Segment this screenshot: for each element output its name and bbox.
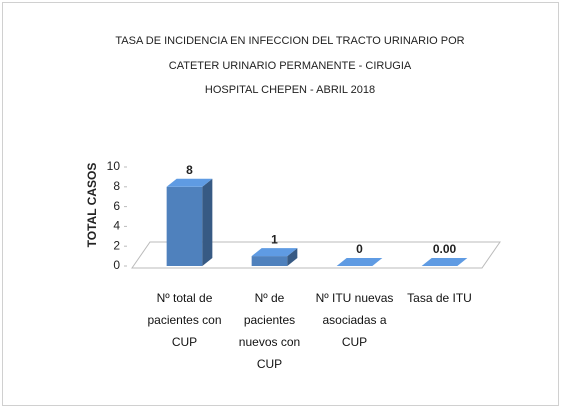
chart-title: TASA DE INCIDENCIA EN INFECCION DEL TRAC… bbox=[115, 35, 464, 47]
chart-title: HOSPITAL CHEPEN - ABRIL 2018 bbox=[205, 84, 375, 96]
y-tick-label: 2 bbox=[113, 238, 120, 252]
bar-front bbox=[166, 186, 203, 266]
data-label: 8 bbox=[186, 163, 193, 177]
floor bbox=[131, 241, 501, 269]
data-label: 0.00 bbox=[433, 242, 457, 256]
bar-top bbox=[421, 258, 468, 266]
data-label: 0 bbox=[356, 242, 363, 256]
bar-side bbox=[287, 248, 298, 266]
y-tick-label: 4 bbox=[113, 219, 120, 233]
y-axis-title: TOTAL CASOS bbox=[85, 163, 99, 248]
bar-top bbox=[166, 178, 213, 187]
bar-top bbox=[251, 248, 298, 257]
bar-front bbox=[251, 256, 288, 266]
bar-top bbox=[336, 258, 383, 266]
y-tick-label: 6 bbox=[113, 199, 120, 213]
chart-title: CATETER URINARIO PERMANENTE - CIRUGIA bbox=[169, 60, 412, 72]
bar-side bbox=[202, 178, 213, 266]
x-tick-label: Tasa de ITU bbox=[407, 291, 472, 305]
x-tick-label: Nº total de pacientes con CUP bbox=[147, 291, 222, 349]
y-tick-label: 10 bbox=[107, 159, 121, 173]
y-tick-label: 8 bbox=[113, 179, 120, 193]
y-tick-label: 0 bbox=[113, 258, 120, 272]
x-tick-label: Nº ITU nuevas asociadas a CUP bbox=[315, 291, 394, 349]
x-tick-label: Nº de pacientes nuevos con CUP bbox=[238, 291, 301, 371]
data-label: 1 bbox=[271, 232, 278, 246]
